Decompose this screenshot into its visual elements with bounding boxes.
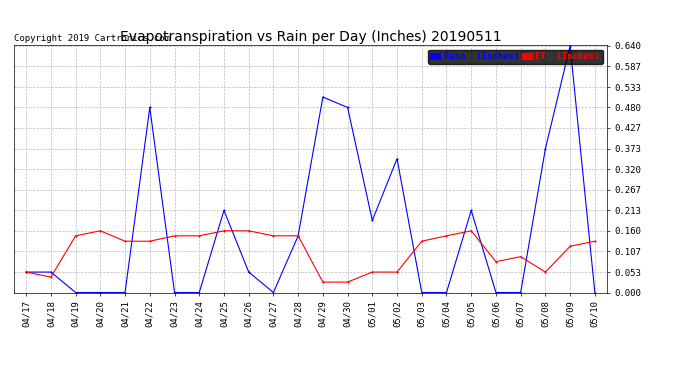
Title: Evapotranspiration vs Rain per Day (Inches) 20190511: Evapotranspiration vs Rain per Day (Inch… — [119, 30, 502, 44]
Text: Copyright 2019 Cartronics.com: Copyright 2019 Cartronics.com — [14, 33, 170, 42]
Legend: Rain  (Inches), ET  (Inches): Rain (Inches), ET (Inches) — [428, 50, 602, 64]
